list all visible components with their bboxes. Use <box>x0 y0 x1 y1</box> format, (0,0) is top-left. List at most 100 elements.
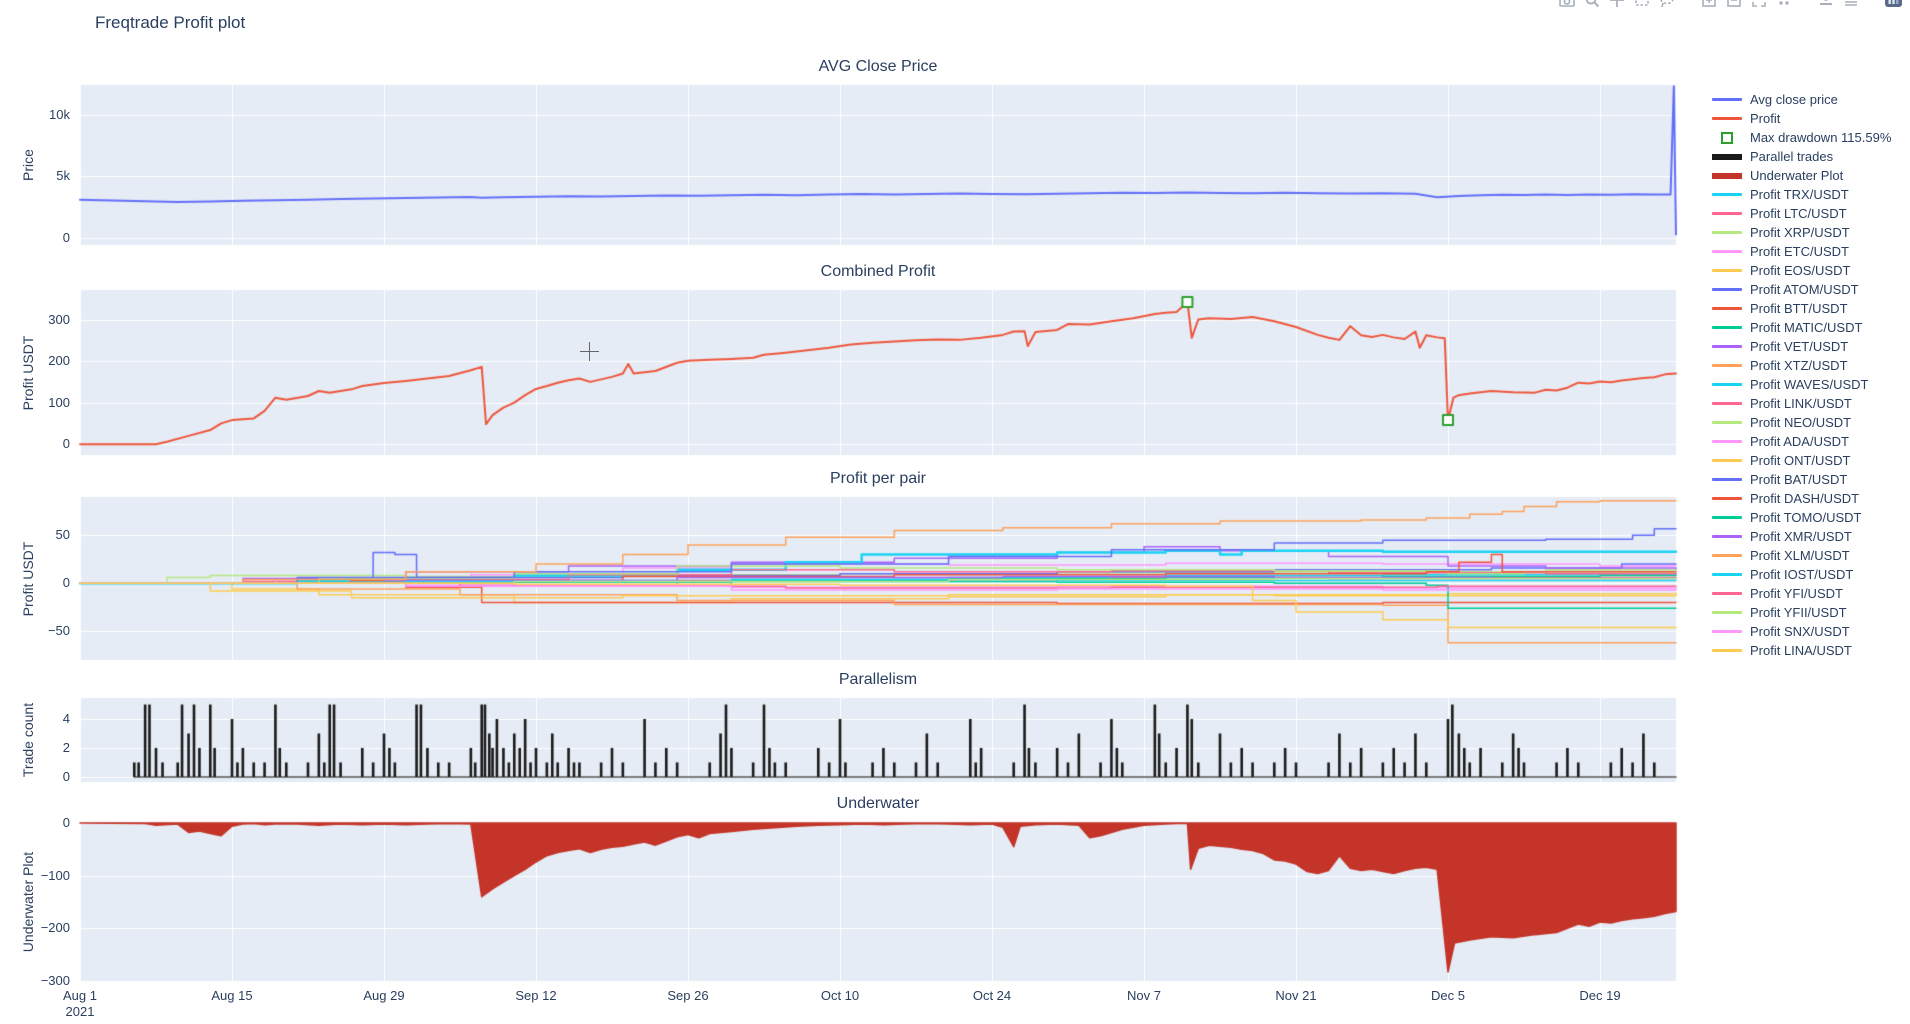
legend-item[interactable]: Profit ONT/USDT <box>1712 451 1891 470</box>
legend-label: Profit LINA/USDT <box>1750 643 1852 658</box>
legend-swatch <box>1712 117 1742 120</box>
legend-item[interactable]: Profit VET/USDT <box>1712 337 1891 356</box>
legend-item[interactable]: Profit ADA/USDT <box>1712 432 1891 451</box>
y-tick-label: −100 <box>40 867 70 883</box>
legend-label: Profit IOST/USDT <box>1750 567 1854 582</box>
legend-swatch <box>1712 421 1742 424</box>
y-tick-label: −50 <box>47 623 70 639</box>
x-tick-label: Dec 5 <box>1431 988 1465 1003</box>
legend-item[interactable]: Underwater Plot <box>1712 166 1891 185</box>
y-tick-label: 100 <box>48 394 70 410</box>
legend-swatch <box>1712 172 1742 179</box>
legend-item[interactable]: Profit NEO/USDT <box>1712 413 1891 432</box>
legend-swatch <box>1712 131 1742 144</box>
legend: Avg close price Profit Max drawdown 115.59… <box>1712 90 1891 660</box>
subplot-title: Underwater <box>836 795 920 812</box>
y-tick-label: 300 <box>48 311 70 327</box>
legend-swatch <box>1712 592 1742 595</box>
legend-item[interactable]: Profit LINA/USDT <box>1712 641 1891 660</box>
legend-item[interactable]: Profit TRX/USDT <box>1712 185 1891 204</box>
legend-swatch <box>1712 497 1742 500</box>
y-tick-label: 4 <box>62 711 70 726</box>
legend-item[interactable]: Profit XMR/USDT <box>1712 527 1891 546</box>
legend-label: Profit ADA/USDT <box>1750 434 1849 449</box>
y-axis-title: Underwater Plot <box>20 851 36 953</box>
x-tick-label: Aug 1 <box>63 988 97 1003</box>
legend-label: Profit ETC/USDT <box>1750 244 1849 259</box>
legend-item[interactable]: Profit TOMO/USDT <box>1712 508 1891 527</box>
legend-item[interactable]: Profit EOS/USDT <box>1712 261 1891 280</box>
y-tick-label: 10k <box>49 106 70 122</box>
legend-label: Parallel trades <box>1750 149 1834 164</box>
legend-item[interactable]: Profit YFI/USDT <box>1712 584 1891 603</box>
legend-item[interactable]: Profit LTC/USDT <box>1712 204 1891 223</box>
x-tick-label: Aug 29 <box>363 988 405 1003</box>
legend-swatch <box>1712 307 1742 310</box>
legend-item[interactable]: Profit BTT/USDT <box>1712 299 1891 318</box>
legend-swatch <box>1712 630 1742 633</box>
legend-swatch <box>1712 611 1742 614</box>
legend-label: Profit MATIC/USDT <box>1750 320 1863 335</box>
y-tick-label: 0 <box>62 815 70 831</box>
x-tick-year-label: 2021 <box>65 1004 95 1019</box>
x-tick-label: Oct 10 <box>820 988 860 1003</box>
legend-item[interactable]: Profit XLM/USDT <box>1712 546 1891 565</box>
legend-item[interactable]: Profit <box>1712 109 1891 128</box>
legend-label: Profit XLM/USDT <box>1750 548 1850 563</box>
legend-swatch <box>1712 193 1742 196</box>
legend-label: Profit XMR/USDT <box>1750 529 1852 544</box>
y-tick-label: −300 <box>40 972 70 988</box>
y-tick-label: 0 <box>62 768 70 784</box>
legend-swatch <box>1712 478 1742 481</box>
legend-swatch <box>1712 383 1742 386</box>
legend-item[interactable]: Profit YFII/USDT <box>1712 603 1891 622</box>
legend-item[interactable]: Avg close price <box>1712 90 1891 109</box>
x-tick-label: Aug 15 <box>211 988 253 1003</box>
y-tick-label: 2 <box>62 739 70 755</box>
x-tick-label: Sep 26 <box>667 988 709 1003</box>
legend-label: Profit ATOM/USDT <box>1750 282 1859 297</box>
legend-item[interactable]: Max drawdown 115.59% <box>1712 128 1891 147</box>
legend-label: Avg close price <box>1750 92 1838 107</box>
mouse-crosshair <box>580 342 599 361</box>
legend-item[interactable]: Profit LINK/USDT <box>1712 394 1891 413</box>
legend-swatch <box>1712 326 1742 329</box>
y-tick-label: 0 <box>62 575 70 591</box>
legend-item[interactable]: Profit XTZ/USDT <box>1712 356 1891 375</box>
legend-swatch <box>1712 554 1742 557</box>
legend-label: Max drawdown 115.59% <box>1750 130 1892 145</box>
x-tick-label: Dec 19 <box>1579 988 1621 1003</box>
legend-item[interactable]: Profit WAVES/USDT <box>1712 375 1891 394</box>
legend-swatch <box>1712 364 1742 367</box>
subplot-title: Profit per pair <box>829 470 927 487</box>
legend-label: Profit VET/USDT <box>1750 339 1849 354</box>
legend-item[interactable]: Profit XRP/USDT <box>1712 223 1891 242</box>
legend-label: Profit ONT/USDT <box>1750 453 1851 468</box>
legend-item[interactable]: Profit ETC/USDT <box>1712 242 1891 261</box>
y-tick-label: 200 <box>48 353 70 369</box>
legend-label: Profit EOS/USDT <box>1750 263 1851 278</box>
legend-swatch <box>1712 516 1742 519</box>
legend-item[interactable]: Profit ATOM/USDT <box>1712 280 1891 299</box>
legend-label: Profit TRX/USDT <box>1750 187 1849 202</box>
legend-item[interactable]: Profit BAT/USDT <box>1712 470 1891 489</box>
legend-swatch <box>1712 345 1742 348</box>
legend-item[interactable]: Profit DASH/USDT <box>1712 489 1891 508</box>
subplot-title: AVG Close Price <box>818 58 938 75</box>
legend-swatch <box>1712 535 1742 538</box>
legend-item[interactable]: Parallel trades <box>1712 147 1891 166</box>
legend-item[interactable]: Profit SNX/USDT <box>1712 622 1891 641</box>
legend-label: Profit SNX/USDT <box>1750 624 1850 639</box>
x-tick-label: Nov 7 <box>1127 988 1161 1003</box>
legend-swatch <box>1712 231 1742 234</box>
legend-item[interactable]: Profit IOST/USDT <box>1712 565 1891 584</box>
legend-label: Profit BTT/USDT <box>1750 301 1848 316</box>
x-tick-label: Oct 24 <box>972 988 1012 1003</box>
x-tick-label: Sep 12 <box>515 988 557 1003</box>
legend-item[interactable]: Profit MATIC/USDT <box>1712 318 1891 337</box>
legend-swatch <box>1712 440 1742 443</box>
x-tick-label: Nov 21 <box>1275 988 1317 1003</box>
legend-swatch <box>1712 288 1742 291</box>
legend-swatch <box>1712 269 1742 272</box>
